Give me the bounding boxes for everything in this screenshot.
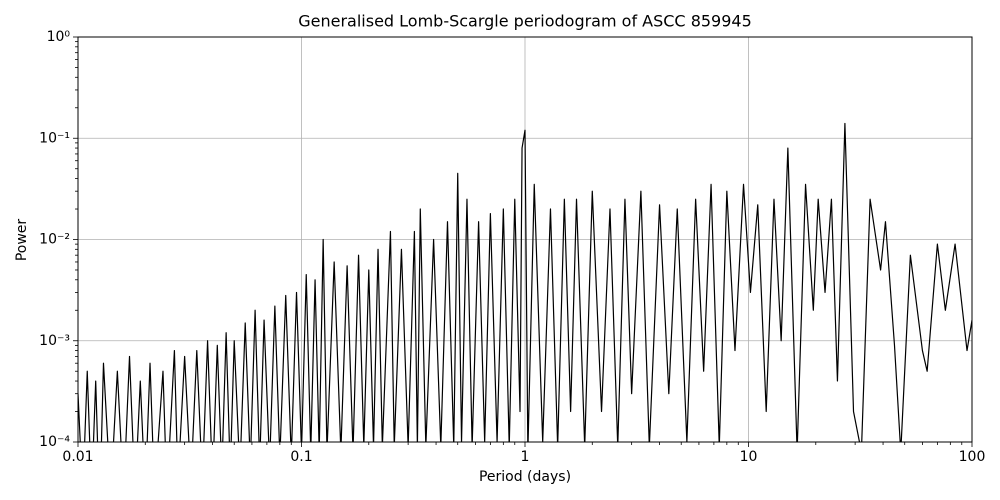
y-tick-label: 10⁻¹ bbox=[39, 130, 70, 146]
x-tick-label: 0.1 bbox=[290, 449, 312, 465]
y-tick-label: 10⁻³ bbox=[39, 333, 70, 349]
x-axis-label: Period (days) bbox=[479, 469, 571, 485]
y-tick-label: 10⁻² bbox=[39, 232, 70, 248]
y-tick-label: 10⁻⁴ bbox=[39, 434, 70, 450]
x-tick-label: 100 bbox=[959, 449, 986, 465]
x-tick-label: 10 bbox=[740, 449, 758, 465]
chart-title: Generalised Lomb-Scargle periodogram of … bbox=[298, 12, 752, 31]
x-tick-label: 1 bbox=[521, 449, 530, 465]
ticks: 0.01 0.1 1 10 100 10⁻⁴ 10⁻³ 10⁻² 10⁻¹ 10⁰ bbox=[39, 29, 985, 465]
periodogram-line bbox=[78, 122, 972, 442]
y-tick-label: 10⁰ bbox=[47, 29, 71, 45]
x-tick-label: 0.01 bbox=[62, 449, 93, 465]
plot-area bbox=[78, 122, 972, 442]
y-axis-label: Power bbox=[14, 219, 30, 262]
